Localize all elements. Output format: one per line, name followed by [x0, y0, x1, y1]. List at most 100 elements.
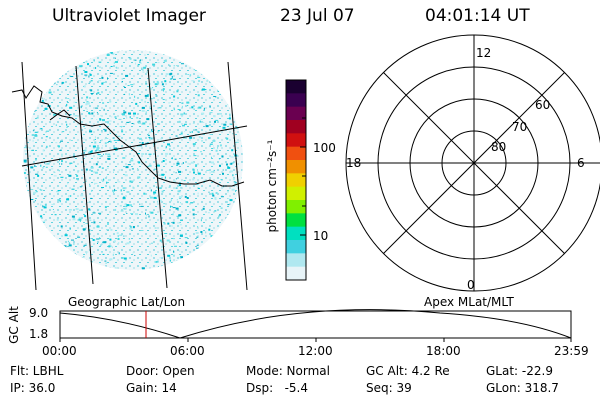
- uv-speckle: [54, 214, 57, 216]
- uv-speckle: [130, 159, 134, 162]
- uv-speckle: [57, 190, 61, 191]
- uv-speckle: [85, 168, 88, 171]
- uv-speckle: [68, 114, 72, 116]
- uv-speckle: [45, 68, 47, 70]
- uv-speckle: [153, 196, 157, 199]
- uv-speckle: [139, 203, 141, 205]
- uv-speckle: [96, 112, 98, 114]
- uv-speckle: [75, 208, 79, 211]
- uv-speckle: [102, 241, 103, 243]
- colorbar-segment: [286, 240, 306, 254]
- uv-speckle: [215, 130, 217, 132]
- uv-speckle: [34, 134, 38, 137]
- uv-speckle: [161, 246, 164, 248]
- uv-speckle: [217, 90, 221, 92]
- orbit-xtick: 06:00: [170, 344, 205, 358]
- uv-speckle: [73, 101, 76, 103]
- uv-speckle: [154, 83, 158, 86]
- uv-speckle: [64, 234, 68, 237]
- uv-speckle: [211, 156, 212, 158]
- uv-speckle: [167, 143, 170, 146]
- uv-speckle: [172, 78, 176, 80]
- uv-speckle: [87, 201, 89, 203]
- uv-speckle: [132, 226, 135, 228]
- uv-speckle: [44, 233, 48, 235]
- uv-speckle: [135, 62, 137, 65]
- uv-speckle: [170, 205, 172, 208]
- mlt-label-0: 0: [467, 278, 475, 292]
- uv-speckle: [157, 123, 161, 125]
- uv-speckle: [30, 149, 32, 151]
- uv-speckle: [89, 73, 92, 76]
- uv-speckle: [193, 150, 197, 152]
- uv-speckle: [124, 174, 128, 177]
- uv-speckle: [175, 135, 178, 137]
- uv-speckle: [45, 136, 48, 138]
- uv-speckle: [198, 136, 201, 139]
- uv-speckle: [66, 103, 68, 106]
- uv-speckle: [192, 143, 196, 146]
- uv-speckle: [156, 80, 159, 83]
- uv-speckle: [225, 90, 229, 93]
- uv-speckle: [90, 197, 93, 199]
- uv-speckle: [198, 80, 201, 82]
- uv-speckle: [192, 123, 195, 124]
- uv-speckle: [97, 91, 100, 94]
- uv-speckle: [77, 170, 80, 172]
- uv-speckle: [141, 106, 145, 109]
- uv-speckle: [197, 226, 199, 228]
- uv-speckle: [220, 207, 223, 209]
- uv-speckle: [201, 140, 204, 142]
- uv-speckle: [67, 240, 69, 242]
- uv-speckle: [130, 84, 134, 86]
- uv-speckle: [105, 262, 107, 264]
- uv-speckle: [179, 256, 181, 258]
- uv-speckle: [101, 167, 104, 169]
- uv-speckle: [214, 210, 217, 212]
- uv-speckle: [208, 191, 210, 193]
- uv-speckle: [35, 250, 39, 253]
- uv-speckle: [148, 132, 150, 135]
- uv-speckle: [68, 195, 70, 198]
- uv-speckle: [220, 254, 223, 257]
- uv-speckle: [90, 166, 94, 169]
- uv-speckle: [80, 194, 84, 197]
- uv-speckle: [201, 112, 205, 115]
- uv-speckle: [161, 173, 165, 176]
- uv-speckle: [154, 168, 158, 170]
- uv-speckle: [64, 61, 65, 64]
- apex-label: Apex MLat/MLT: [424, 295, 514, 309]
- uv-speckle: [176, 162, 180, 165]
- uv-speckle: [104, 142, 107, 145]
- uv-speckle: [40, 215, 43, 218]
- uv-speckle: [227, 260, 230, 263]
- uv-speckle: [227, 190, 229, 193]
- uv-speckle: [108, 120, 112, 122]
- uv-speckle: [77, 52, 79, 55]
- uv-speckle: [164, 233, 168, 234]
- uv-speckle: [83, 224, 85, 225]
- dsp-info: Dsp: -5.4: [246, 381, 309, 395]
- uv-speckle: [228, 268, 230, 270]
- uv-speckle: [134, 255, 136, 256]
- uv-speckle: [169, 148, 171, 151]
- uv-speckle: [102, 102, 105, 104]
- uv-speckle: [171, 157, 173, 160]
- uv-speckle: [143, 66, 147, 69]
- uv-speckle: [66, 126, 68, 128]
- uv-speckle: [154, 101, 156, 103]
- uv-speckle: [101, 91, 103, 94]
- uv-speckle: [56, 84, 58, 86]
- uv-speckle: [178, 59, 180, 60]
- uv-speckle: [119, 205, 122, 207]
- uv-speckle: [168, 64, 170, 66]
- uv-speckle: [85, 223, 89, 224]
- uv-speckle: [157, 130, 160, 132]
- uv-speckle: [41, 99, 44, 102]
- uv-speckle: [103, 81, 106, 83]
- uv-speckle: [157, 62, 160, 64]
- uv-speckle: [136, 117, 139, 119]
- uv-speckle: [165, 73, 169, 76]
- uv-speckle: [230, 123, 233, 125]
- uv-speckle: [61, 153, 63, 156]
